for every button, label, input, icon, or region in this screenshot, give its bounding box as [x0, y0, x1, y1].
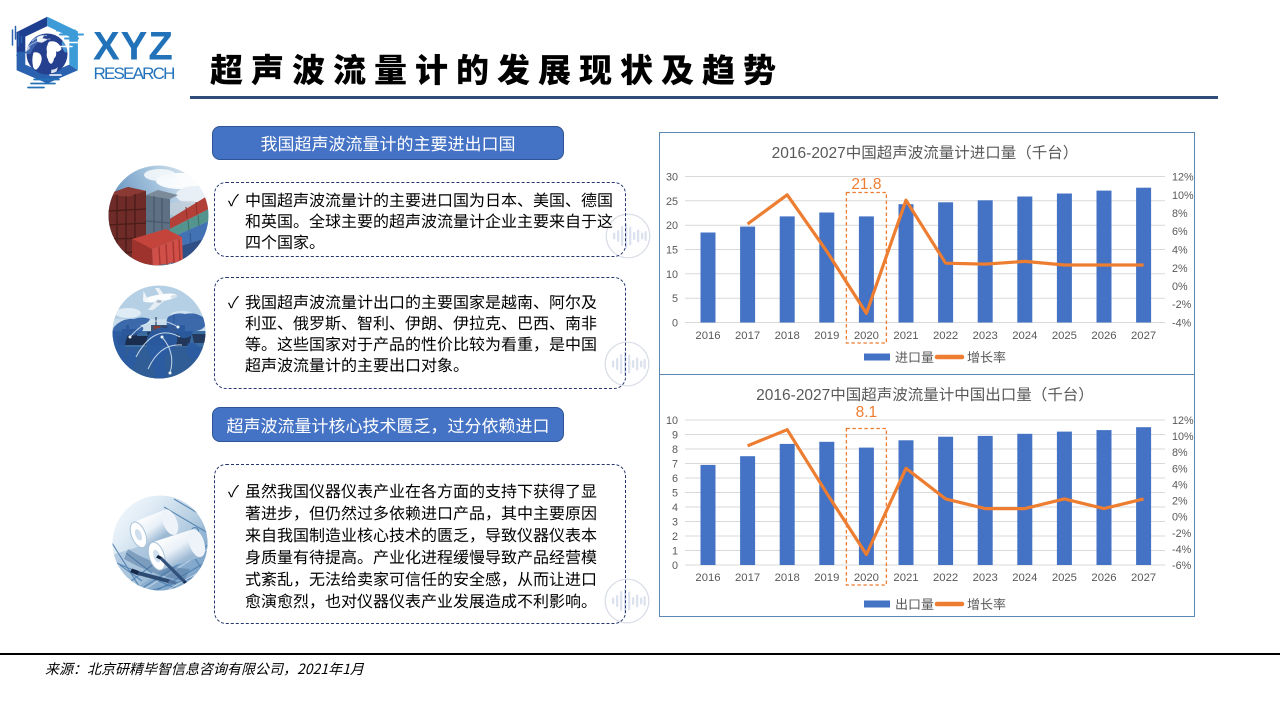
- svg-text:4: 4: [672, 502, 678, 514]
- svg-text:RESEARCH: RESEARCH: [94, 64, 175, 83]
- svg-text:10: 10: [666, 269, 678, 281]
- svg-text:2024: 2024: [1012, 572, 1037, 584]
- svg-text:30: 30: [666, 172, 678, 184]
- svg-text:-2%: -2%: [1172, 299, 1192, 311]
- svg-text:0: 0: [672, 560, 678, 572]
- svg-text:2019: 2019: [814, 572, 839, 584]
- svg-text:2026: 2026: [1091, 330, 1116, 342]
- svg-text:进口量: 进口量: [895, 347, 934, 366]
- svg-text:2021: 2021: [893, 572, 918, 584]
- svg-text:4%: 4%: [1172, 479, 1188, 491]
- svg-text:2027: 2027: [1131, 330, 1156, 342]
- svg-text:XYZ: XYZ: [93, 25, 174, 69]
- svg-text:2%: 2%: [1172, 496, 1188, 508]
- svg-text:2017: 2017: [735, 330, 760, 342]
- svg-text:-4%: -4%: [1172, 544, 1192, 556]
- svg-text:2026: 2026: [1091, 572, 1116, 584]
- svg-text:增长率: 增长率: [967, 594, 1006, 613]
- svg-text:2016: 2016: [695, 330, 720, 342]
- svg-text:20: 20: [666, 220, 678, 232]
- svg-text:2020: 2020: [854, 330, 879, 342]
- svg-text:15: 15: [666, 245, 678, 257]
- svg-text:增长率: 增长率: [967, 347, 1006, 366]
- svg-text:6: 6: [672, 473, 678, 485]
- svg-text:1: 1: [672, 546, 678, 558]
- svg-text:10%: 10%: [1172, 190, 1194, 202]
- svg-text:5: 5: [672, 293, 678, 305]
- svg-text:-4%: -4%: [1172, 318, 1192, 330]
- svg-text:2018: 2018: [775, 330, 800, 342]
- svg-text:8: 8: [672, 444, 678, 456]
- svg-text:10%: 10%: [1172, 431, 1194, 443]
- svg-text:6%: 6%: [1172, 463, 1188, 475]
- svg-text:2022: 2022: [933, 572, 958, 584]
- svg-text:3: 3: [672, 517, 678, 529]
- svg-text:12%: 12%: [1172, 415, 1194, 427]
- svg-text:8.1: 8.1: [856, 404, 878, 421]
- svg-text:2%: 2%: [1172, 263, 1188, 275]
- svg-text:2019: 2019: [814, 330, 839, 342]
- svg-text:9: 9: [672, 430, 678, 442]
- svg-text:8%: 8%: [1172, 447, 1188, 459]
- svg-text:2023: 2023: [973, 330, 998, 342]
- svg-text:5: 5: [672, 488, 678, 500]
- svg-text:2024: 2024: [1012, 330, 1037, 342]
- svg-text:出口量: 出口量: [895, 594, 934, 613]
- svg-text:-6%: -6%: [1172, 560, 1192, 572]
- svg-text:0%: 0%: [1172, 512, 1188, 524]
- svg-text:6%: 6%: [1172, 226, 1188, 238]
- svg-text:2025: 2025: [1052, 572, 1077, 584]
- svg-text:2018: 2018: [775, 572, 800, 584]
- svg-text:2016-2027中国超声波流量计进口量（千台）: 2016-2027中国超声波流量计进口量（千台）: [772, 144, 1079, 162]
- svg-text:2020: 2020: [854, 572, 879, 584]
- svg-text:7: 7: [672, 459, 678, 471]
- svg-text:2022: 2022: [933, 330, 958, 342]
- svg-text:25: 25: [666, 196, 678, 208]
- svg-text:10: 10: [666, 415, 678, 427]
- svg-text:2016-2027中国超声波流量计中国出口量（千台）: 2016-2027中国超声波流量计中国出口量（千台）: [756, 386, 1094, 404]
- svg-text:8%: 8%: [1172, 208, 1188, 220]
- svg-text:0: 0: [672, 318, 678, 330]
- svg-text:0%: 0%: [1172, 281, 1188, 293]
- svg-text:2025: 2025: [1052, 330, 1077, 342]
- svg-text:2021: 2021: [893, 330, 918, 342]
- svg-text:2023: 2023: [973, 572, 998, 584]
- svg-text:2017: 2017: [735, 572, 760, 584]
- svg-text:-2%: -2%: [1172, 528, 1192, 540]
- svg-text:2016: 2016: [695, 572, 720, 584]
- svg-text:2027: 2027: [1131, 572, 1156, 584]
- svg-text:4%: 4%: [1172, 245, 1188, 257]
- svg-text:12%: 12%: [1172, 172, 1194, 184]
- svg-text:2: 2: [672, 531, 678, 543]
- svg-text:21.8: 21.8: [851, 176, 881, 193]
